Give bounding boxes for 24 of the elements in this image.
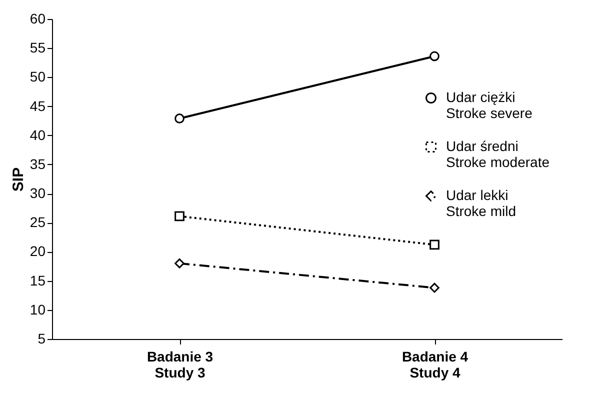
point [430, 51, 440, 62]
x-tick-label: Badanie 4 Study 4 [402, 348, 468, 380]
y-tick-label: 45 [30, 98, 46, 114]
legend-label: Udar lekki Stroke mild [446, 187, 516, 219]
point [430, 282, 440, 293]
legend-label: Udar ciężki Stroke severe [446, 89, 533, 121]
y-tick-label: 55 [30, 40, 46, 56]
y-tick-label: 35 [30, 156, 46, 172]
y-tick-label: 10 [30, 301, 46, 318]
point [174, 258, 184, 268]
y-tick-label: 20 [30, 243, 46, 260]
y-tick-label: 15 [30, 272, 46, 288]
y-tick-label: 40 [30, 126, 46, 143]
y-axis-title: SIP [10, 167, 27, 192]
point [430, 240, 440, 250]
y-tick-label: 25 [30, 214, 46, 230]
y-tick-label: 60 [30, 10, 46, 26]
y-tick-label: 30 [30, 185, 46, 202]
x-tick-label: Badanie 3 Study 3 [146, 348, 214, 380]
legend-label: Udar średni Stroke moderate [446, 138, 550, 170]
point [174, 114, 184, 124]
y-tick-label: 50 [30, 68, 46, 85]
point [174, 211, 184, 222]
y-tick-label: 5 [38, 330, 46, 346]
